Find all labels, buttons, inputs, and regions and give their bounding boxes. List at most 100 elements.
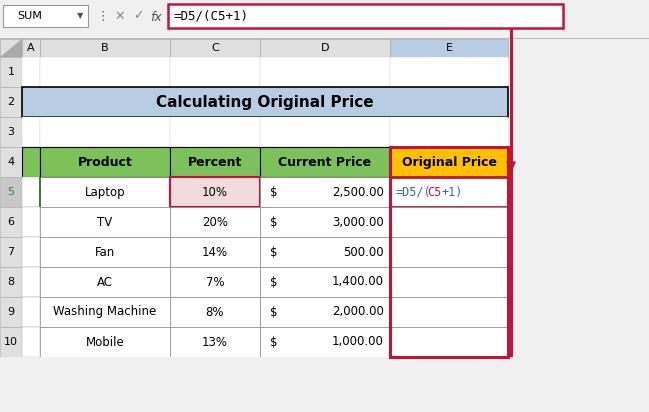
Text: A: A [27, 43, 35, 53]
Bar [390, 57, 508, 87]
Text: 14%: 14% [202, 246, 228, 258]
Bar [260, 207, 390, 237]
Text: Percent: Percent [188, 155, 242, 169]
Text: C: C [211, 43, 219, 53]
Bar [260, 147, 390, 177]
Text: 4: 4 [7, 157, 14, 167]
Text: ⋮: ⋮ [97, 9, 109, 23]
Bar [40, 39, 170, 57]
Bar [0, 237, 22, 267]
Text: =D5/(: =D5/( [395, 185, 431, 199]
Bar [0, 57, 22, 87]
Text: 5: 5 [8, 187, 14, 197]
Text: TV: TV [97, 215, 113, 229]
Text: Product: Product [78, 155, 132, 169]
Text: 2,000.00: 2,000.00 [332, 306, 384, 318]
Bar [390, 117, 508, 147]
Bar [0, 39, 22, 57]
Bar [40, 237, 170, 267]
Text: 8%: 8% [206, 306, 225, 318]
Bar [22, 207, 40, 237]
Bar [40, 57, 170, 87]
Bar [22, 39, 40, 57]
Text: $: $ [270, 215, 278, 229]
Bar [508, 147, 513, 357]
Bar [390, 147, 508, 357]
Bar [390, 237, 508, 267]
Text: ▼: ▼ [77, 12, 83, 21]
Text: 10%: 10% [202, 185, 228, 199]
Bar [22, 57, 40, 87]
Text: ✓: ✓ [133, 9, 143, 23]
Text: AC: AC [97, 276, 113, 288]
Bar [260, 237, 390, 267]
Bar [260, 117, 390, 147]
Text: B: B [101, 43, 109, 53]
Bar [39, 177, 41, 207]
Text: 20%: 20% [202, 215, 228, 229]
Bar [168, 4, 563, 28]
Text: 1: 1 [8, 67, 14, 77]
Bar [390, 177, 508, 207]
Bar [0, 117, 22, 147]
Text: Current Price: Current Price [278, 155, 372, 169]
Bar [0, 267, 22, 297]
Bar [22, 147, 40, 177]
Bar [390, 147, 508, 177]
Text: 2,500.00: 2,500.00 [332, 185, 384, 199]
Bar [170, 297, 260, 327]
Bar [170, 147, 260, 177]
Bar [40, 117, 170, 147]
Bar [22, 117, 40, 147]
Bar [0, 327, 22, 357]
Bar [40, 297, 170, 327]
Bar [0, 38, 649, 39]
Bar [0, 177, 22, 207]
Text: Laptop: Laptop [84, 185, 125, 199]
Bar [3, 5, 88, 27]
Bar [390, 267, 508, 297]
Bar [170, 177, 260, 207]
Text: Original Price: Original Price [402, 155, 496, 169]
Text: 3,000.00: 3,000.00 [332, 215, 384, 229]
Polygon shape [0, 39, 22, 57]
Bar [260, 297, 390, 327]
Bar [390, 327, 508, 357]
Text: +1): +1) [442, 185, 463, 199]
Bar [170, 327, 260, 357]
Bar [0, 297, 22, 327]
Bar [22, 267, 40, 297]
Bar [260, 267, 390, 297]
Bar [0, 207, 22, 237]
Text: 1,000.00: 1,000.00 [332, 335, 384, 349]
Bar [260, 39, 390, 57]
Text: $: $ [270, 335, 278, 349]
Bar [260, 177, 390, 207]
Bar [22, 297, 40, 327]
Bar [22, 87, 508, 117]
Bar [22, 327, 40, 357]
Bar [510, 28, 513, 147]
Bar [0, 0, 649, 38]
Text: ✕: ✕ [115, 9, 125, 23]
Text: 7: 7 [7, 247, 14, 257]
Text: Fan: Fan [95, 246, 115, 258]
Text: 7%: 7% [206, 276, 225, 288]
Text: E: E [445, 43, 452, 53]
Bar [170, 237, 260, 267]
Text: 9: 9 [7, 307, 14, 317]
Text: 13%: 13% [202, 335, 228, 349]
Bar [390, 39, 508, 57]
Text: 10: 10 [4, 337, 18, 347]
Bar [40, 327, 170, 357]
Text: C5: C5 [427, 185, 441, 199]
Text: $: $ [270, 306, 278, 318]
Bar [40, 207, 170, 237]
Bar [0, 357, 649, 412]
Text: $: $ [270, 246, 278, 258]
Bar [260, 327, 390, 357]
Bar [390, 207, 508, 237]
Bar [0, 147, 22, 177]
Text: $: $ [270, 185, 278, 199]
Bar [170, 117, 260, 147]
